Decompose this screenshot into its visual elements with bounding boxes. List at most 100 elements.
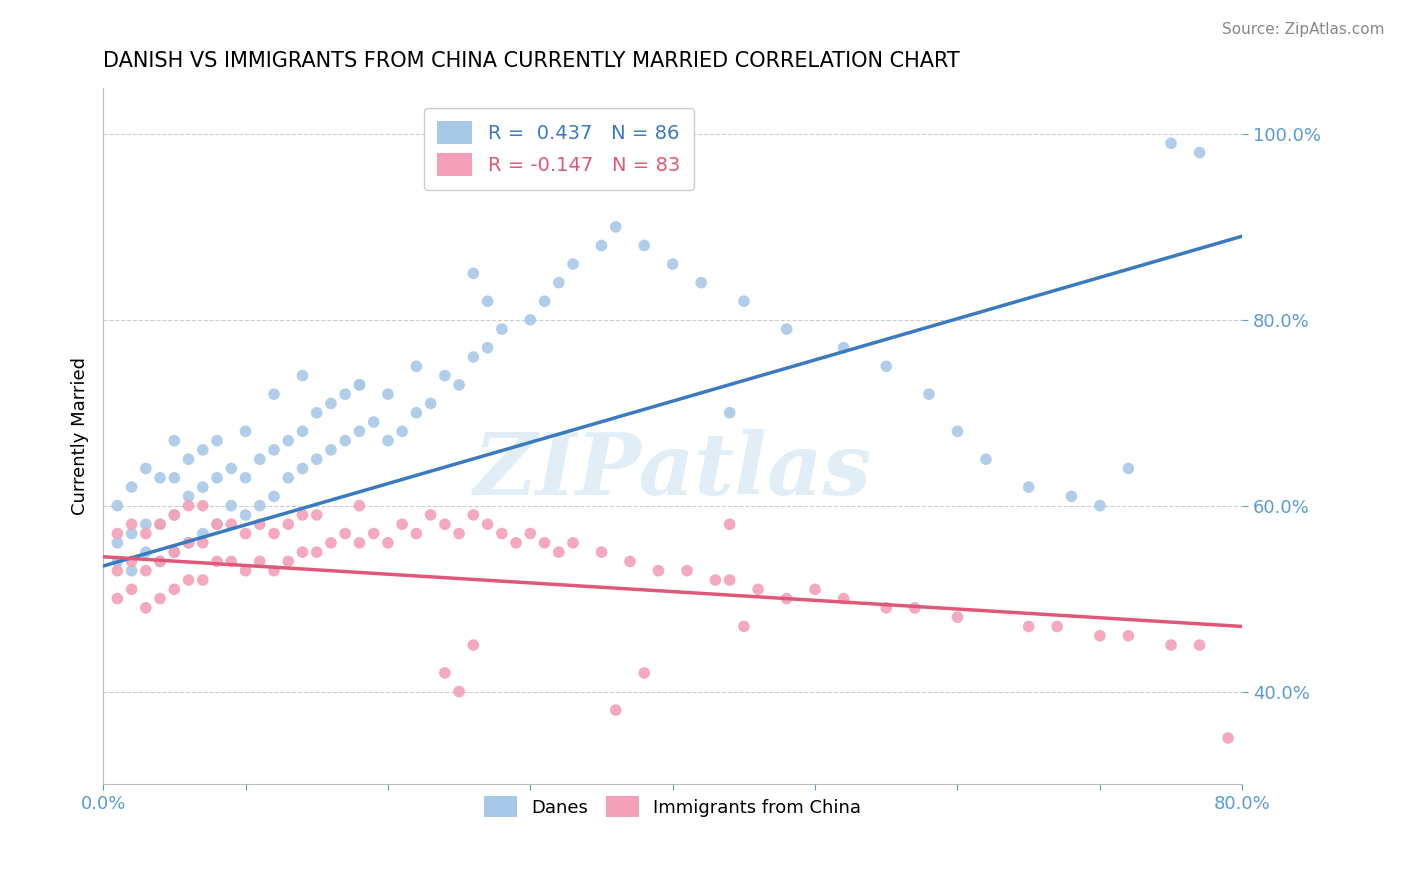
- Point: [219, 461, 242, 475]
- Point: [135, 600, 157, 615]
- Point: [433, 517, 456, 532]
- Point: [177, 452, 200, 467]
- Point: [477, 294, 499, 309]
- Point: [1118, 461, 1140, 475]
- Point: [249, 517, 271, 532]
- Point: [747, 582, 769, 597]
- Point: [832, 591, 855, 606]
- Point: [291, 508, 314, 522]
- Point: [177, 573, 200, 587]
- Point: [263, 564, 285, 578]
- Point: [519, 313, 541, 327]
- Point: [219, 554, 242, 568]
- Point: [291, 461, 314, 475]
- Point: [191, 499, 214, 513]
- Point: [163, 545, 186, 559]
- Point: [718, 406, 741, 420]
- Point: [533, 536, 555, 550]
- Point: [463, 638, 485, 652]
- Point: [219, 499, 242, 513]
- Point: [121, 582, 143, 597]
- Point: [391, 425, 413, 439]
- Point: [377, 536, 399, 550]
- Point: [463, 508, 485, 522]
- Point: [149, 471, 172, 485]
- Point: [291, 368, 314, 383]
- Point: [177, 536, 200, 550]
- Point: [135, 564, 157, 578]
- Text: ZIPatlas: ZIPatlas: [474, 429, 872, 513]
- Point: [121, 480, 143, 494]
- Point: [349, 377, 371, 392]
- Point: [105, 526, 128, 541]
- Point: [149, 591, 172, 606]
- Point: [163, 471, 186, 485]
- Point: [235, 564, 257, 578]
- Point: [690, 276, 713, 290]
- Point: [647, 564, 669, 578]
- Point: [149, 554, 172, 568]
- Y-axis label: Currently Married: Currently Married: [72, 357, 89, 515]
- Point: [249, 499, 271, 513]
- Point: [775, 322, 797, 336]
- Point: [1046, 619, 1069, 633]
- Point: [377, 387, 399, 401]
- Point: [121, 564, 143, 578]
- Point: [277, 434, 299, 448]
- Point: [1216, 731, 1239, 745]
- Point: [505, 536, 527, 550]
- Point: [263, 489, 285, 503]
- Point: [718, 517, 741, 532]
- Point: [491, 526, 513, 541]
- Point: [277, 517, 299, 532]
- Point: [135, 517, 157, 532]
- Point: [633, 238, 655, 252]
- Point: [263, 526, 285, 541]
- Point: [149, 554, 172, 568]
- Point: [718, 573, 741, 587]
- Point: [591, 238, 613, 252]
- Point: [519, 526, 541, 541]
- Point: [946, 425, 969, 439]
- Point: [419, 508, 441, 522]
- Point: [105, 554, 128, 568]
- Point: [704, 573, 727, 587]
- Point: [449, 526, 471, 541]
- Point: [904, 600, 927, 615]
- Point: [235, 471, 257, 485]
- Point: [547, 545, 569, 559]
- Point: [163, 508, 186, 522]
- Point: [335, 526, 357, 541]
- Point: [533, 294, 555, 309]
- Point: [163, 508, 186, 522]
- Point: [591, 545, 613, 559]
- Point: [105, 536, 128, 550]
- Point: [804, 582, 827, 597]
- Point: [263, 442, 285, 457]
- Point: [205, 471, 228, 485]
- Point: [219, 517, 242, 532]
- Point: [319, 536, 342, 550]
- Point: [163, 545, 186, 559]
- Point: [177, 499, 200, 513]
- Point: [477, 517, 499, 532]
- Point: [405, 359, 427, 374]
- Point: [1118, 629, 1140, 643]
- Point: [1188, 145, 1211, 160]
- Point: [191, 442, 214, 457]
- Point: [235, 526, 257, 541]
- Point: [263, 387, 285, 401]
- Point: [1160, 638, 1182, 652]
- Point: [149, 517, 172, 532]
- Point: [433, 368, 456, 383]
- Point: [349, 499, 371, 513]
- Point: [775, 591, 797, 606]
- Point: [291, 545, 314, 559]
- Point: [249, 452, 271, 467]
- Point: [661, 257, 683, 271]
- Point: [1088, 629, 1111, 643]
- Point: [433, 665, 456, 680]
- Point: [205, 517, 228, 532]
- Point: [1060, 489, 1083, 503]
- Point: [249, 554, 271, 568]
